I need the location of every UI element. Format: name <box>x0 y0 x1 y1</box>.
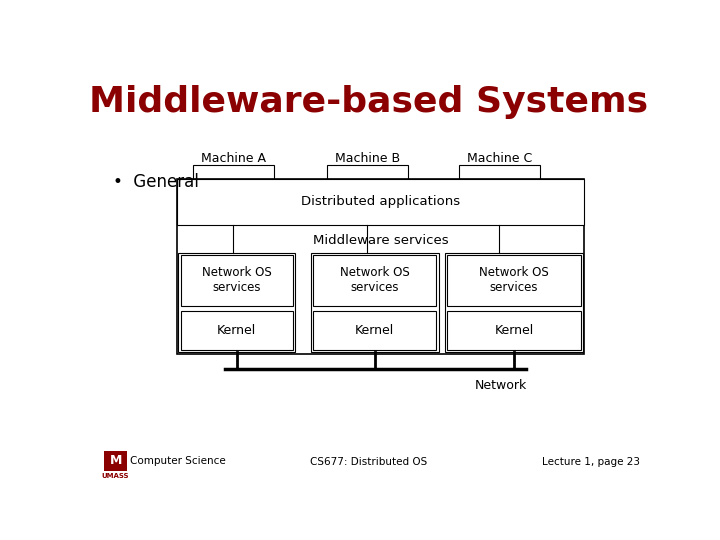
Text: Network OS
services: Network OS services <box>340 267 410 294</box>
Text: Machine C: Machine C <box>467 152 532 165</box>
Text: Kernel: Kernel <box>355 323 395 336</box>
Bar <box>104 451 127 470</box>
Text: Machine B: Machine B <box>335 152 400 165</box>
Text: •  General: • General <box>113 173 199 191</box>
Bar <box>313 255 436 306</box>
Text: Network OS
services: Network OS services <box>202 267 271 294</box>
Text: Machine A: Machine A <box>201 152 266 165</box>
Bar <box>181 255 293 306</box>
Bar <box>445 253 583 352</box>
Text: Kernel: Kernel <box>217 323 256 336</box>
Bar <box>311 253 438 352</box>
Bar <box>459 165 540 179</box>
Text: M: M <box>109 455 122 468</box>
Bar <box>177 179 585 354</box>
Text: Distributed applications: Distributed applications <box>301 195 460 208</box>
Text: Lecture 1, page 23: Lecture 1, page 23 <box>542 457 640 467</box>
Text: CS677: Distributed OS: CS677: Distributed OS <box>310 457 428 467</box>
Bar <box>447 310 580 350</box>
Bar <box>327 165 408 179</box>
Bar <box>177 179 585 225</box>
Bar <box>313 310 436 350</box>
Text: Middleware-based Systems: Middleware-based Systems <box>89 85 649 119</box>
Text: Network: Network <box>474 379 527 392</box>
Text: Computer Science: Computer Science <box>130 456 226 466</box>
Bar <box>447 255 580 306</box>
Text: Middleware services: Middleware services <box>312 234 449 247</box>
Bar <box>193 165 274 179</box>
Text: Kernel: Kernel <box>495 323 534 336</box>
Bar <box>181 310 293 350</box>
Bar <box>179 253 295 352</box>
Text: UMASS: UMASS <box>102 473 130 479</box>
Text: Network OS
services: Network OS services <box>479 267 549 294</box>
